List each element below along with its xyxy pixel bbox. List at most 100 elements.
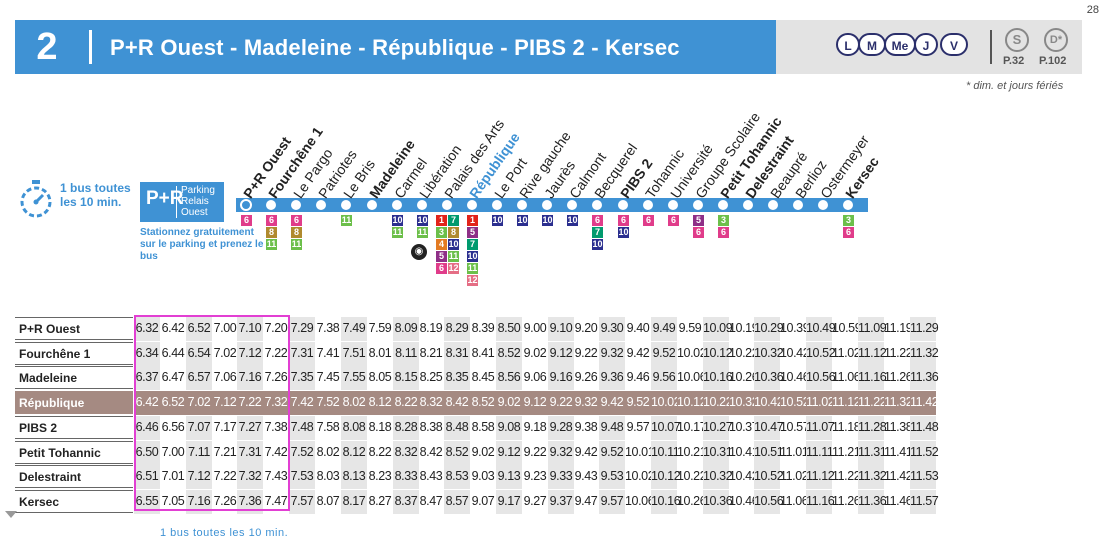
time-cell: 11.42: [884, 469, 913, 484]
day-badge: L: [836, 33, 860, 56]
time-cell: 10.11: [651, 440, 680, 465]
time-cell: 6.56: [161, 419, 185, 434]
time-cell: 10.02: [651, 391, 681, 416]
stop-dot: [567, 200, 577, 210]
time-cell: 8.52: [496, 341, 522, 366]
time-cell: 11.12: [832, 391, 861, 416]
park-ride-divider: [176, 186, 177, 218]
connection-badge: 6: [436, 263, 447, 274]
time-cell: 9.42: [574, 444, 598, 459]
time-cell: 10.32: [754, 341, 784, 366]
time-cell: 7.07: [186, 415, 212, 440]
time-cell: 11.36: [910, 366, 939, 391]
connection-badge: 6: [291, 215, 302, 226]
time-cell: 10.46: [729, 493, 759, 508]
time-cell: 10.22: [703, 391, 733, 416]
connection-badge: 6: [241, 215, 252, 226]
time-cell: 9.02: [523, 345, 547, 360]
time-cell: 7.02: [186, 391, 212, 416]
table-row: Fourchêne 1 6.34 6.44 6.54 7.02 7.12 7.22 7.31 7…: [15, 341, 1096, 366]
time-cell: 8.13: [341, 465, 367, 490]
row-stop-name: Delestraint: [15, 465, 133, 489]
time-cell: 7.12: [237, 341, 263, 366]
time-cell: 8.03: [316, 469, 340, 484]
time-cell: 8.28: [393, 415, 419, 440]
time-cell: 7.10: [237, 317, 263, 341]
connection-badge: 12: [448, 263, 459, 274]
time-cell: 7.00: [161, 444, 185, 459]
time-cell: 9.08: [496, 415, 522, 440]
time-cell: 8.39: [471, 321, 495, 335]
connection-badge: 3: [718, 215, 729, 226]
time-cell: 9.32: [599, 341, 625, 366]
time-cell: 7.59: [368, 321, 392, 335]
time-cell: 9.46: [626, 370, 650, 385]
time-cell: 10.39: [780, 321, 810, 335]
time-cell: 8.23: [368, 469, 392, 484]
connection-badge: 10: [592, 239, 603, 250]
time-cell: 7.06: [213, 370, 237, 385]
time-cell: 6.42: [134, 391, 160, 416]
time-cell: 6.47: [161, 370, 185, 385]
row-stop-name: PIBS 2: [15, 415, 133, 439]
time-cell: 11.02: [832, 345, 861, 360]
time-cell: 10.12: [651, 465, 681, 490]
time-cell: 6.52: [186, 317, 212, 341]
time-cell: 6.42: [161, 321, 185, 335]
time-cell: 9.52: [599, 440, 625, 465]
ref-page-d[interactable]: P.102: [1039, 55, 1067, 67]
connection-badge: 10: [392, 215, 403, 226]
time-cell: 8.21: [419, 345, 443, 360]
connection-badge: 11: [291, 239, 302, 250]
connection-badge: 11: [448, 251, 459, 262]
time-cell: 9.18: [523, 419, 547, 434]
time-cell: 7.26: [264, 370, 288, 385]
connection-badge: 1: [436, 215, 447, 226]
time-cell: 8.35: [444, 366, 470, 391]
connection-badge: 6: [592, 215, 603, 226]
time-cell: 6.32: [134, 317, 160, 341]
stop-dot: [367, 200, 377, 210]
time-cell: 9.57: [626, 419, 650, 434]
time-cell: 8.47: [419, 493, 443, 508]
time-cell: 9.02: [496, 391, 522, 416]
table-row: Delestraint 6.51 7.01 7.12 7.22 7.32 7.43 7.53 8…: [15, 465, 1096, 490]
stop-dot: [768, 200, 778, 210]
time-cell: 11.48: [910, 415, 939, 440]
time-cell: 11.32: [910, 341, 939, 366]
time-cell: 7.29: [289, 317, 315, 341]
park-ride-word: Parking: [181, 185, 215, 196]
time-cell: 11.11: [806, 440, 834, 465]
time-cell: 8.52: [444, 440, 470, 465]
time-cell: 7.35: [289, 366, 315, 391]
ref-badge-d[interactable]: D*: [1044, 28, 1068, 52]
time-cell: 8.56: [496, 366, 522, 391]
time-cell: 9.22: [574, 345, 598, 360]
time-cell: 8.22: [368, 444, 392, 459]
time-cell: 11.07: [806, 415, 835, 440]
ref-page-s[interactable]: P.32: [1003, 55, 1025, 67]
stop-dot: [266, 200, 276, 210]
time-cell: 9.38: [574, 419, 598, 434]
time-cell: 11.53: [910, 465, 939, 490]
row-stop-name: République: [15, 391, 133, 415]
time-cell: 9.59: [678, 321, 702, 335]
stop-dot: [442, 200, 452, 210]
time-cell: 10.42: [754, 391, 784, 416]
park-ride-mark: P+R: [146, 188, 184, 209]
connection-badge: 7: [592, 227, 603, 238]
time-cell: 11.06: [832, 370, 861, 385]
connection-badge: 8: [266, 227, 277, 238]
time-cell: 9.23: [523, 469, 547, 484]
time-cell: 10.57: [780, 419, 810, 434]
time-cell: 11.29: [910, 317, 939, 341]
time-cell: 6.37: [134, 366, 160, 391]
start-marker-icon: [240, 199, 252, 211]
time-cell: 9.40: [626, 321, 650, 335]
time-cell: 9.27: [523, 493, 547, 508]
time-cell: 11.16: [858, 366, 887, 391]
stop-dot: [542, 200, 552, 210]
ref-badge-s[interactable]: S: [1005, 28, 1029, 52]
time-cell: 7.49: [341, 317, 367, 341]
time-cell: 11.01: [780, 444, 809, 459]
